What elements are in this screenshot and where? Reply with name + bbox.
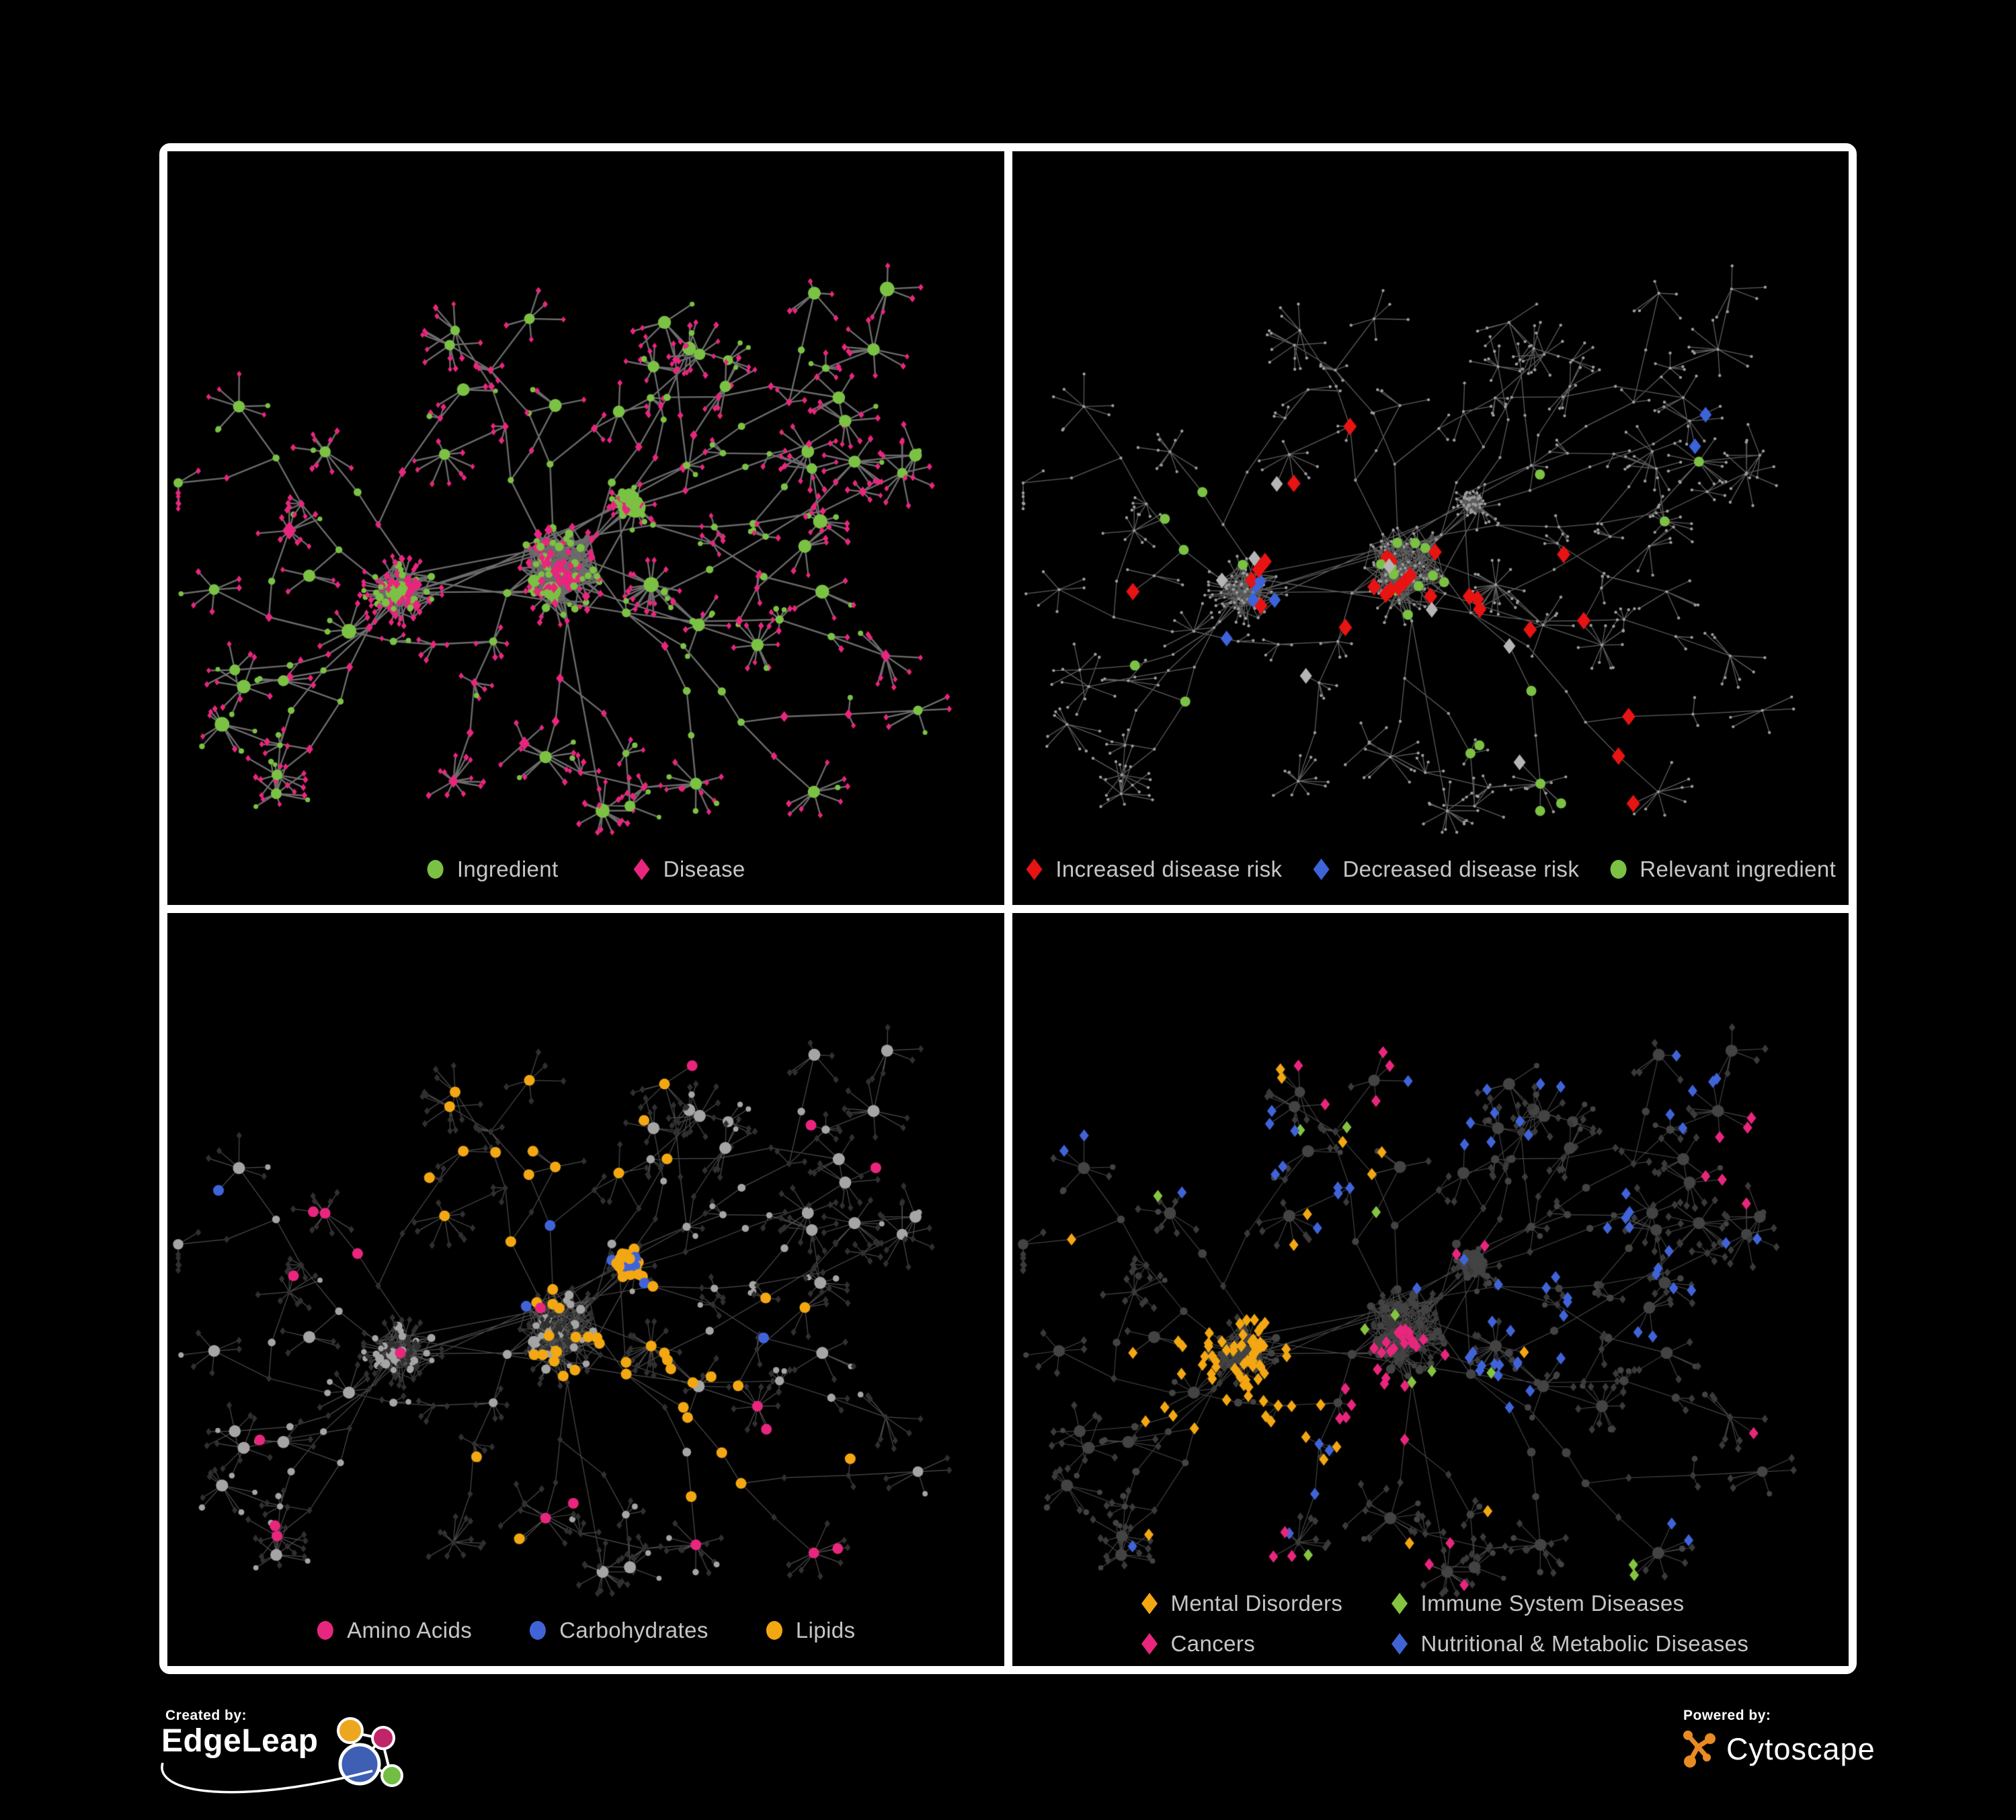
circle-marker-icon <box>530 1621 547 1640</box>
legend-label: Mental Disorders <box>1170 1591 1343 1616</box>
circle-marker-icon <box>766 1621 782 1640</box>
legend-label: Lipids <box>795 1618 856 1643</box>
diamond-marker-icon <box>1026 858 1043 880</box>
legend-item-disease-risk-0: Increased disease risk <box>1024 857 1282 882</box>
legend-item-ingredient-classes-2: Lipids <box>765 1618 856 1643</box>
legend-label: Increased disease risk <box>1055 856 1283 881</box>
cytoscape-branding: Powered by: Cytoscape <box>1679 1708 1988 1820</box>
network-canvas-ingredient-disease <box>167 151 1004 905</box>
circle-marker-icon <box>427 859 444 879</box>
legend-label: Decreased disease risk <box>1342 856 1580 881</box>
legend-item-disease-risk-2: Relevant ingredient <box>1609 857 1836 882</box>
panel-grid-frame: Ingredient Disease Increased disease risk… <box>159 143 1857 1674</box>
legend-label: Relevant ingredient <box>1640 856 1837 881</box>
legend-label: Immune System Diseases <box>1420 1591 1685 1616</box>
diamond-marker-icon <box>1141 1593 1158 1614</box>
legend-item-disease-classes-1: Immune System Diseases <box>1390 1591 1749 1616</box>
network-canvas-ingredient-classes <box>167 912 1004 1666</box>
legend-label: Disease <box>663 856 745 881</box>
legend-label: Amino Acids <box>347 1618 473 1643</box>
legend-label: Carbohydrates <box>559 1618 709 1643</box>
diamond-marker-icon <box>1391 1593 1408 1614</box>
legend-ingredient-disease: Ingredient Disease <box>426 857 745 882</box>
edgeleap-branding: Created by: EdgeLeap <box>161 1708 538 1820</box>
powered-by-label: Powered by: <box>1683 1708 1771 1723</box>
diamond-marker-icon <box>633 858 650 880</box>
legend-item-ingredient-classes-1: Carbohydrates <box>528 1618 709 1643</box>
diamond-marker-icon <box>1141 1633 1158 1655</box>
legend-item-disease-classes-2: Cancers <box>1140 1631 1390 1657</box>
edgeleap-logo-icon <box>337 1717 404 1787</box>
legend-item-disease-classes-0: Mental Disorders <box>1140 1591 1390 1616</box>
legend-item-ingredient-classes-0: Amino Acids <box>316 1618 472 1643</box>
circle-marker-icon <box>1610 859 1627 879</box>
legend-label: Ingredient <box>456 856 559 881</box>
panel-ingredient-classes: Amino Acids Carbohydrates Lipids <box>167 912 1004 1666</box>
created-by-label: Created by: <box>165 1708 247 1723</box>
legend-label: Nutritional & Metabolic Diseases <box>1420 1631 1749 1656</box>
legend-disease-classes: Mental Disorders Immune System Diseases Ca… <box>1140 1591 1749 1657</box>
diamond-marker-icon <box>1313 858 1330 880</box>
network-canvas-disease-risk <box>1012 151 1849 905</box>
cytoscape-wordmark: Cytoscape <box>1726 1731 1876 1766</box>
edgeleap-wordmark: EdgeLeap <box>161 1723 319 1759</box>
legend-item-ingredient-disease-1: Disease <box>633 857 745 882</box>
panel-disease-risk: Increased disease risk Decreased disease … <box>1012 151 1849 905</box>
legend-disease-risk: Increased disease risk Decreased disease … <box>1024 857 1836 882</box>
cytoscape-logo-icon <box>1683 1731 1716 1768</box>
legend-label: Cancers <box>1170 1631 1256 1656</box>
legend-item-ingredient-disease-0: Ingredient <box>426 857 559 882</box>
panel-ingredient-disease: Ingredient Disease <box>167 151 1004 905</box>
diamond-marker-icon <box>1391 1633 1408 1655</box>
legend-ingredient-classes: Amino Acids Carbohydrates Lipids <box>316 1618 855 1643</box>
legend-item-disease-risk-1: Decreased disease risk <box>1312 857 1579 882</box>
circle-marker-icon <box>317 1621 334 1640</box>
legend-item-disease-classes-3: Nutritional & Metabolic Diseases <box>1390 1631 1749 1657</box>
panel-disease-classes: Mental Disorders Immune System Diseases Ca… <box>1012 912 1849 1666</box>
network-canvas-disease-classes <box>1012 912 1849 1666</box>
